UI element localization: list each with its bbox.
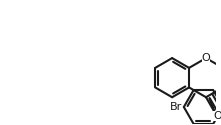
- Text: O: O: [213, 111, 221, 121]
- Text: Br: Br: [170, 102, 182, 112]
- Text: O: O: [202, 53, 210, 63]
